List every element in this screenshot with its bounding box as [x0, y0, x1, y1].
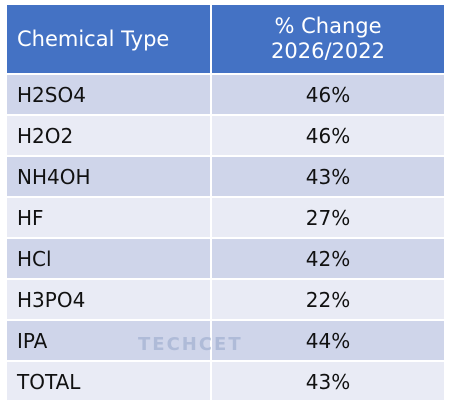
- total-value: 43%: [211, 360, 444, 400]
- table-row: H2O2 46%: [7, 114, 444, 156]
- header-chemical-type: Chemical Type: [7, 5, 212, 74]
- chemical-name: H2SO4: [7, 73, 212, 115]
- header-row: Chemical Type % Change 2026/2022: [7, 5, 444, 74]
- percent-change-value: 44%: [211, 319, 444, 361]
- header-percent-change-line1: % Change: [274, 14, 382, 38]
- chemical-name: HCl: [7, 237, 212, 279]
- chemical-change-table: Chemical Type % Change 2026/2022 H2SO4 4…: [7, 5, 444, 400]
- table-row: H2SO4 46%: [7, 73, 444, 115]
- percent-change-value: 43%: [211, 155, 444, 197]
- chemical-name: IPA: [7, 319, 212, 361]
- chemical-name: HF: [7, 196, 212, 238]
- percent-change-value: 22%: [211, 278, 444, 320]
- chemical-name: H3PO4: [7, 278, 212, 320]
- table-row: NH4OH 43%: [7, 155, 444, 197]
- percent-change-value: 46%: [211, 73, 444, 115]
- table-row: IPA 44%: [7, 319, 444, 361]
- total-label: TOTAL: [7, 360, 212, 400]
- percent-change-value: 27%: [211, 196, 444, 238]
- header-percent-change: % Change 2026/2022: [211, 5, 444, 74]
- table-row: H3PO4 22%: [7, 278, 444, 320]
- table-row-total: TOTAL 43%: [7, 360, 444, 400]
- header-percent-change-line2: 2026/2022: [271, 39, 385, 63]
- chemical-name: H2O2: [7, 114, 212, 156]
- table-row: HF 27%: [7, 196, 444, 238]
- percent-change-value: 46%: [211, 114, 444, 156]
- table-row: HCl 42%: [7, 237, 444, 279]
- percent-change-value: 42%: [211, 237, 444, 279]
- chemical-name: NH4OH: [7, 155, 212, 197]
